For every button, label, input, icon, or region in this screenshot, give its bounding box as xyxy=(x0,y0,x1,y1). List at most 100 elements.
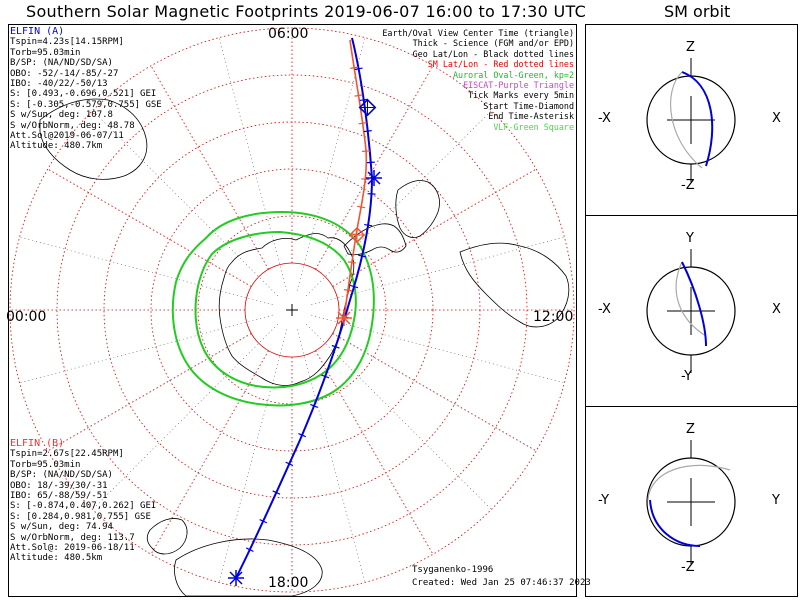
legend-entry: EISCAT-Purple Triangle xyxy=(463,80,574,91)
figure-title: Southern Solar Magnetic Footprints 2019-… xyxy=(26,2,587,21)
elfin-b-lines: Tspin=2.67s[22.45RPM] Torb=95.03min B/SP: … xyxy=(10,449,156,563)
orbit-axis-label-left: -X xyxy=(598,111,611,126)
orbit-a xyxy=(681,71,714,167)
orbit-axis-label-right: X xyxy=(772,302,781,317)
orbit-b xyxy=(675,261,707,337)
tick-mark xyxy=(259,518,268,524)
orbit-axis-label-top: Z xyxy=(686,40,695,55)
geo-lon-line xyxy=(218,37,288,291)
elfin-a-end-asterisk xyxy=(366,170,382,186)
elfin-a-info-line: Att.Sol@2019-06-07/11 xyxy=(10,131,124,142)
elfin-b-track xyxy=(343,39,368,319)
sm-longitude-lines xyxy=(10,28,574,592)
tick-mark xyxy=(331,344,340,349)
sm-lon-line xyxy=(332,333,537,452)
legend-entry: SM Lat/Lon - Red dotted lines xyxy=(427,59,574,70)
sm-lon-line xyxy=(47,168,252,287)
africa-outline xyxy=(459,242,570,328)
legend-entry: Earth/Oval View Center Time (triangle) xyxy=(382,28,574,38)
sm-lon-line xyxy=(47,333,252,452)
sm-lat-circle xyxy=(9,27,575,593)
orbit-axis-label-right: Y xyxy=(772,493,780,508)
elfin-a-end-asterisk-2 xyxy=(228,570,244,586)
legend-entry: Geo Lat/Lon - Black dotted lines xyxy=(412,48,574,59)
elfin-a-info-line: S: [-0.305,-0.579,0.755] GSE xyxy=(10,99,162,110)
tick-mark xyxy=(364,223,373,227)
elfin-b-info-line: S w/Sun, deg: 74.94 xyxy=(10,522,113,533)
elfin-a-info-line: Altitude: 480.7km xyxy=(10,141,103,152)
orbit-b xyxy=(669,71,703,169)
mlt-label-06: 06:00 xyxy=(268,26,309,42)
tick-mark xyxy=(350,284,359,289)
elfin-a-info-line: S w/Sun, deg: 107.8 xyxy=(10,110,113,121)
auroral-oval-inner xyxy=(194,230,357,389)
orbit-axis-label-left: -Y xyxy=(598,493,610,508)
elfin-b-info-line: S w/OrbNorm, deg: 113.7 xyxy=(10,532,135,543)
geo-lon-line xyxy=(305,110,492,297)
mlt-label-18: 18:00 xyxy=(268,575,309,591)
geo-lon-line xyxy=(19,314,273,384)
elfin-b-info-line: Tspin=2.67s[22.45RPM] xyxy=(10,449,124,460)
sm-orbit-panels xyxy=(646,58,736,564)
orbit-axis-label-bottom: -Z xyxy=(681,560,695,575)
orbit-axis-label-left: -X xyxy=(598,302,611,317)
tick-mark xyxy=(361,178,370,181)
sm-orbit-title: SM orbit xyxy=(664,2,731,21)
tick-mark xyxy=(358,122,367,125)
orbit-axis-label-bottom: -Z xyxy=(681,178,695,193)
tick-mark xyxy=(363,130,372,133)
elfin-b-header: ELFIN (B) xyxy=(10,438,65,449)
sm-lon-line xyxy=(150,65,269,270)
orbit-panels-frame xyxy=(585,24,798,597)
legend-entry: Auroral Oval-Green, kp=2 xyxy=(452,69,574,80)
elfin-b-info-line: S: [0.284,0.981,0.755] GSE xyxy=(10,511,151,522)
sm-lon-line xyxy=(332,168,537,287)
tick-mark xyxy=(347,261,356,264)
elfin-a-start-diamond xyxy=(358,98,377,117)
elfin-a-info-line: IBO: -40/22/-50/13 xyxy=(10,79,108,90)
mlt-label-12: 12:00 xyxy=(533,309,574,325)
coastlines xyxy=(39,98,570,597)
elfin-b-info-line: B/SP: (NA/ND/SD/SA) xyxy=(10,470,113,481)
orbit-axis-label-top: Z xyxy=(686,422,695,437)
elfin-a-info-line: Torb=95.03min xyxy=(10,47,81,58)
elfin-b-info-line: IBO: 65/-88/59/-51 xyxy=(10,491,108,502)
orbit-a xyxy=(681,261,707,347)
elfin-a-info-line: S w/OrbNorm, deg: 48.78 xyxy=(10,120,135,131)
legend-entry: Tick Marks every 5min xyxy=(468,90,574,101)
elfin-a-info-line: Tspin=4.23s[14.15RPM] xyxy=(10,37,124,48)
tick-mark xyxy=(343,289,352,292)
elfin-a-header: ELFIN (A) xyxy=(10,26,65,37)
geo-longitude-lines xyxy=(19,37,565,583)
tick-mark xyxy=(350,66,359,69)
elfin-a-info-line: OBO: -52/-14/-85/-27 xyxy=(10,68,119,79)
sm-lat-circle xyxy=(197,215,387,405)
elfin-b-info-line: Altitude: 480.5km xyxy=(10,553,103,564)
elfin-b-tick-marks xyxy=(343,66,371,292)
mlt-label-00: 00:00 xyxy=(6,309,47,325)
sm-lon-line xyxy=(315,350,434,555)
sm-lat-circle xyxy=(150,168,434,452)
elfin-a-info-line: S: [0.493,-0.696,0.521] GEI xyxy=(10,89,157,100)
orbit-axis-label-bottom: -Y xyxy=(681,369,693,384)
elfin-b-info: ELFIN (B) Tspin=2.67s[22.45RPM] Torb=95.0… xyxy=(10,438,156,564)
created-timestamp: Created: Wed Jan 25 07:46:37 2023 xyxy=(412,578,591,588)
tick-mark xyxy=(354,94,363,97)
legend-entry: End Time-Asterisk xyxy=(488,111,574,122)
tick-mark xyxy=(357,205,366,209)
australia-outline xyxy=(39,98,148,180)
elfin-a-track xyxy=(235,37,374,579)
new-zealand-outline xyxy=(146,518,188,555)
legend: Earth/Oval View Center Time (triangle) Th… xyxy=(382,28,574,132)
polar-plot xyxy=(9,27,575,597)
elfin-b-info-line: S: [-0.874,0.407,0.262] GEI xyxy=(10,501,157,512)
tick-mark xyxy=(358,254,367,258)
southern-landmass-outline xyxy=(174,538,323,597)
tick-mark xyxy=(354,67,363,71)
tick-mark xyxy=(245,547,254,552)
orbit-panel xyxy=(646,249,736,373)
model-credit: Tsyganenko-1996 xyxy=(412,565,494,575)
polar-panel-frame xyxy=(8,24,577,597)
tick-mark xyxy=(366,161,375,164)
